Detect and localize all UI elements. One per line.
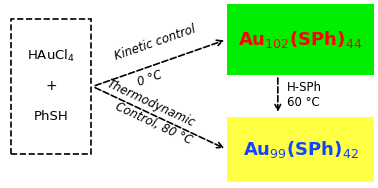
Text: Au$_{102}$(SPh)$_{44}$: Au$_{102}$(SPh)$_{44}$ [239,29,363,50]
Text: Thermodynamic: Thermodynamic [104,77,197,130]
FancyBboxPatch shape [11,19,91,154]
Text: Kinetic control: Kinetic control [112,23,197,63]
Text: Au$_{99}$(SPh)$_{42}$: Au$_{99}$(SPh)$_{42}$ [243,139,358,160]
Text: 0 °C: 0 °C [135,68,164,89]
Text: HAuCl$_4$: HAuCl$_4$ [27,48,75,64]
Text: H-SPh: H-SPh [287,81,322,94]
Text: 60 °C: 60 °C [287,96,320,109]
FancyBboxPatch shape [227,4,374,75]
Text: +: + [45,80,57,93]
FancyBboxPatch shape [227,117,374,182]
Text: Control, 80 °C: Control, 80 °C [114,100,195,147]
Text: PhSH: PhSH [34,110,68,123]
